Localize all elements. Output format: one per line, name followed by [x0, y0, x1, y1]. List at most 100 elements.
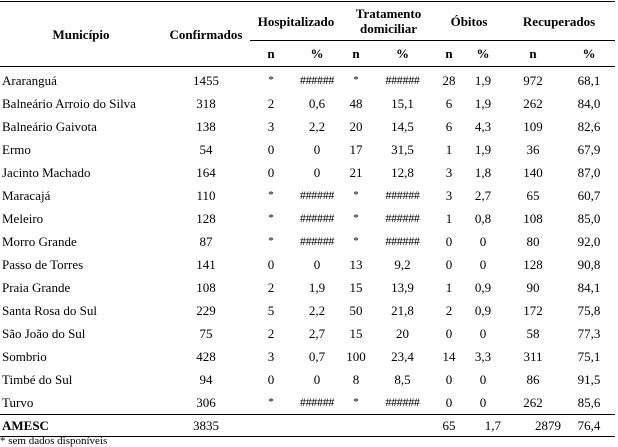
total-confirmados: 3835 — [162, 414, 250, 437]
cell-tratamento-n: 13 — [349, 257, 363, 272]
cell-hospitalizado-n: * — [268, 74, 274, 86]
cell-hospitalizado-n: 0 — [267, 165, 275, 180]
cell-hospitalizado-n: 2 — [267, 280, 275, 295]
cell-hospitalizado-pct: ###### — [299, 188, 335, 202]
cell-confirmados: 164 — [196, 165, 216, 180]
cell-obitos-pct: 4,3 — [474, 119, 492, 134]
subheader-n: n — [250, 40, 292, 67]
cell-hospitalizado-n: 3 — [267, 349, 275, 364]
cell-obitos-pct: 0 — [479, 234, 487, 249]
cell-confirmados: 75 — [199, 326, 213, 341]
cell-hospitalizado-pct: ###### — [299, 211, 335, 225]
cell-obitos-n: 0 — [445, 372, 453, 387]
table-row: Balneário Gaivota 138 3 2,2 20 14,5 6 4,3 109 82,… — [0, 115, 615, 138]
cell-recuperados-n: 109 — [523, 119, 543, 134]
table-row: Jacinto Machado 164 0 0 21 12,8 3 1,8 140 87,0 — [0, 161, 615, 184]
cell-recuperados-pct: 85,0 — [577, 211, 601, 226]
cell-hospitalizado-pct: ###### — [299, 395, 335, 409]
cell-obitos-pct: 3,3 — [474, 349, 492, 364]
cell-obitos-n: 1 — [445, 211, 453, 226]
cell-hospitalizado-n: * — [268, 212, 274, 224]
cell-obitos-n: 0 — [445, 326, 453, 341]
table-row: Santa Rosa do Sul 229 5 2,2 50 21,8 2 0,9 172 75,… — [0, 299, 615, 322]
cell-municipio: Ermo — [2, 142, 31, 157]
cell-tratamento-n: 8 — [352, 372, 360, 387]
cell-tratamento-pct: ###### — [385, 234, 420, 248]
cell-tratamento-n: 21 — [349, 165, 363, 180]
table-row-total: AMESC 3835 65 1,7 2879 76,4 — [0, 414, 616, 437]
cell-municipio: Meleiro — [2, 211, 44, 226]
cell-confirmados: 1455 — [193, 73, 219, 88]
cell-obitos-n: 6 — [445, 96, 453, 111]
cell-tratamento-pct: ###### — [385, 188, 420, 202]
cell-recuperados-pct: 68,1 — [577, 73, 601, 88]
cell-confirmados: 141 — [196, 257, 216, 272]
cell-tratamento-n: 20 — [349, 119, 363, 134]
cell-obitos-pct: 0,8 — [474, 211, 492, 226]
header-municipio: Município — [0, 1, 162, 67]
cell-recuperados-pct: 67,9 — [577, 142, 601, 157]
cell-recuperados-n: 36 — [526, 142, 540, 157]
cell-hospitalizado-n: * — [268, 189, 274, 201]
cell-recuperados-pct: 91,5 — [577, 372, 601, 387]
total-obitos-pct: 1,7 — [463, 414, 504, 437]
cell-recuperados-n: 108 — [523, 211, 543, 226]
cell-obitos-n: 1 — [445, 142, 453, 157]
table-row: Morro Grande 87 * ###### * ###### 0 0 80 92,0 — [0, 230, 615, 253]
cell-municipio: São João do Sul — [2, 326, 86, 341]
cell-hospitalizado-pct: 0 — [313, 372, 321, 387]
table-row: Turvo 306 * ###### * ###### 0 0 262 85,6 — [0, 391, 615, 415]
cell-tratamento-n: 15 — [349, 326, 363, 341]
cell-obitos-n: 2 — [445, 303, 453, 318]
cell-tratamento-pct: 31,5 — [391, 142, 414, 157]
cell-recuperados-pct: 60,7 — [577, 188, 601, 203]
cell-recuperados-n: 80 — [526, 234, 540, 249]
cell-confirmados: 110 — [196, 188, 216, 203]
cell-hospitalizado-n: 5 — [267, 303, 275, 318]
cell-hospitalizado-pct: 2,2 — [308, 303, 326, 318]
header-confirmados: Confirmados — [162, 1, 250, 67]
cell-tratamento-pct: 20 — [396, 326, 410, 341]
cell-obitos-pct: 2,7 — [474, 188, 492, 203]
table-row: Timbé do Sul 94 0 0 8 8,5 0 0 86 91,5 — [0, 368, 615, 391]
cell-tratamento-pct: 21,8 — [391, 303, 414, 318]
cell-obitos-pct: 1,8 — [474, 165, 492, 180]
cell-hospitalizado-n: * — [268, 235, 274, 247]
cell-hospitalizado-n: 0 — [267, 372, 275, 387]
total-recuperados-n: 2879 — [503, 414, 564, 437]
cell-tratamento-pct: 8,5 — [394, 372, 411, 387]
cell-tratamento-pct: ###### — [385, 73, 420, 87]
cell-hospitalizado-pct: ###### — [299, 234, 335, 248]
cell-tratamento-n: 48 — [349, 96, 363, 111]
cell-recuperados-n: 140 — [523, 165, 543, 180]
cell-hospitalizado-n: 3 — [267, 119, 275, 134]
cell-tratamento-pct: ###### — [385, 211, 420, 225]
subheader-n: n — [503, 40, 564, 67]
header-obitos: Óbitos — [435, 1, 504, 41]
cell-municipio: Araranguá — [2, 73, 57, 88]
subheader-n: n — [342, 40, 371, 67]
cell-obitos-n: 0 — [445, 234, 453, 249]
cell-hospitalizado-pct: 2,7 — [308, 326, 326, 341]
covid-municipality-table: Município Confirmados Hospitalizado Trat… — [0, 1, 616, 437]
cell-tratamento-n: * — [353, 74, 359, 86]
cell-municipio: Passo de Torres — [2, 257, 84, 272]
cell-obitos-pct: 0 — [479, 257, 487, 272]
cell-hospitalizado-n: * — [268, 396, 274, 408]
cell-tratamento-n: 50 — [349, 303, 363, 318]
cell-tratamento-n: 17 — [349, 142, 363, 157]
cell-recuperados-n: 128 — [523, 257, 543, 272]
cell-obitos-pct: 1,9 — [474, 96, 492, 111]
cell-obitos-pct: 0 — [479, 372, 487, 387]
cell-tratamento-n: * — [353, 189, 359, 201]
cell-municipio: Jacinto Machado — [2, 165, 91, 180]
header-tratamento-line1: Tratamento — [355, 6, 422, 21]
cell-tratamento-n: * — [353, 396, 359, 408]
cell-recuperados-pct: 92,0 — [577, 234, 601, 249]
cell-hospitalizado-pct: 0 — [313, 165, 321, 180]
cell-tratamento-n: 15 — [349, 280, 363, 295]
cell-municipio: Praia Grande — [2, 280, 71, 295]
subheader-pct: % — [563, 40, 616, 67]
cell-hospitalizado-n: 2 — [267, 96, 275, 111]
cell-obitos-n: 14 — [442, 349, 456, 364]
